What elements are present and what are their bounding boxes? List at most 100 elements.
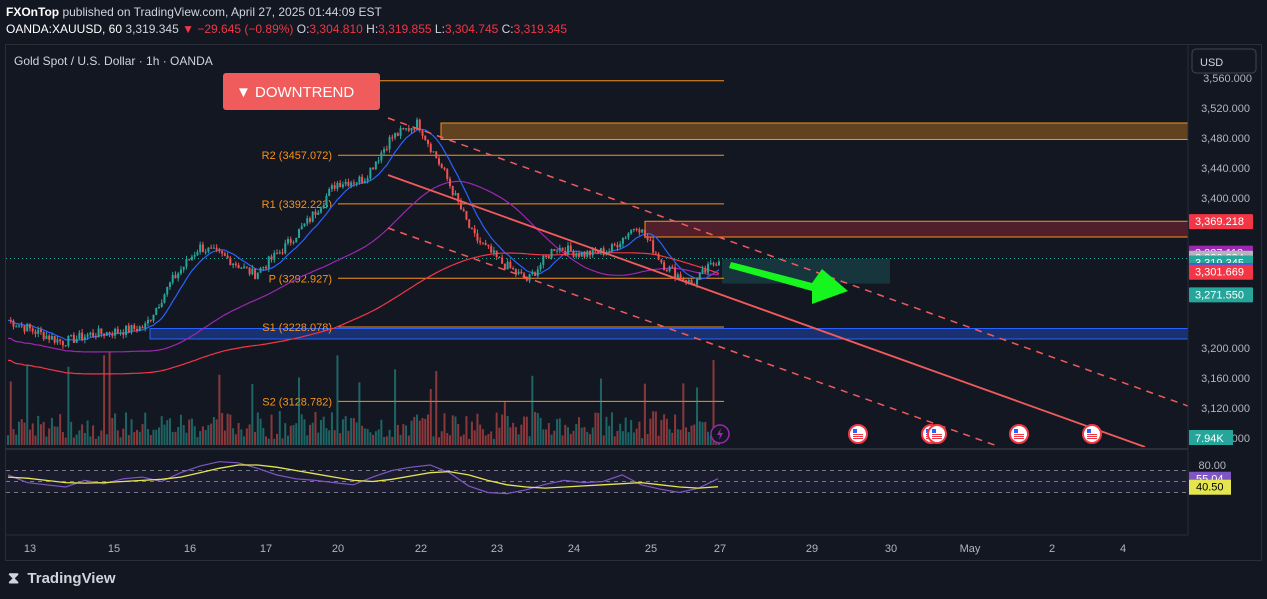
us-flag-event-icon[interactable] <box>1009 424 1029 444</box>
last-price: 3,319.345 <box>125 22 179 36</box>
volume-bar <box>630 420 633 445</box>
candle-body <box>221 251 224 254</box>
candle-body <box>495 250 498 257</box>
candle-body <box>484 242 487 245</box>
volume-bar <box>199 431 202 445</box>
candle-body <box>26 324 29 332</box>
volume-bar <box>520 424 523 445</box>
volume-bar <box>413 416 416 445</box>
lightning-event-icon[interactable] <box>710 424 730 444</box>
volume-bar <box>621 431 624 445</box>
zone-resistance <box>440 122 1188 140</box>
downtrend-label[interactable]: ▼ DOWNTREND <box>223 73 380 110</box>
volume-bar <box>536 412 539 445</box>
volume-bar <box>372 434 375 445</box>
volume-bar <box>105 434 108 445</box>
volume-bar <box>506 415 509 445</box>
candle-body <box>81 332 84 340</box>
volume-bar <box>605 416 608 445</box>
us-flag-event-icon[interactable] <box>1082 424 1102 444</box>
us-flag-event-icon[interactable] <box>927 424 947 444</box>
projection-arrow <box>729 262 848 304</box>
candle-body <box>193 255 196 257</box>
axis-price-tag[interactable]: 3,271.550 <box>1189 287 1253 303</box>
volume-bar <box>698 421 701 445</box>
price-tick-label: 000 <box>1232 433 1250 445</box>
volume-bar <box>369 432 372 445</box>
candle-body <box>523 273 526 279</box>
candle-body <box>440 164 443 168</box>
volume-bar <box>588 434 591 445</box>
candle-body <box>28 324 31 329</box>
volume-bar <box>687 432 690 445</box>
volume-bar <box>448 435 451 445</box>
chart-frame <box>5 44 1262 561</box>
symbol-label[interactable]: OANDA:XAUUSD, 60 <box>6 22 123 36</box>
candle-body <box>344 181 347 185</box>
currency-button-label: USD <box>1200 57 1223 69</box>
candle-body <box>347 181 350 186</box>
candle-body <box>481 242 484 244</box>
rsi-ma-tag[interactable]: 40.50 <box>1189 479 1231 495</box>
flag-canton <box>853 429 857 433</box>
volume-bar <box>550 434 553 445</box>
volume-bar <box>638 421 641 445</box>
candle-body <box>289 239 292 243</box>
candle-body <box>226 255 229 258</box>
volume-bar <box>103 355 106 445</box>
candle-body <box>652 240 655 253</box>
volume-bar <box>212 416 215 445</box>
volume-bar <box>300 414 303 445</box>
volume-bar <box>144 412 147 445</box>
flag-stripe <box>853 434 863 435</box>
candle-body <box>108 332 111 335</box>
author-name[interactable]: FXOnTop <box>6 5 60 19</box>
volume-bar <box>339 433 342 445</box>
volume-bar <box>171 431 174 445</box>
candle-body <box>528 274 531 281</box>
candle-body <box>86 334 89 337</box>
axis-price-tag[interactable]: 3,369.218 <box>1189 214 1253 230</box>
volume-bar <box>446 433 449 445</box>
candle-body <box>572 250 575 257</box>
candle-body <box>366 178 369 181</box>
volume-bar <box>660 420 663 445</box>
volume-bar <box>654 411 657 445</box>
axis-price-tag[interactable]: 3,301.669 <box>1189 264 1253 280</box>
candle-body <box>130 325 133 333</box>
zone-support <box>149 328 1188 340</box>
currency-button[interactable]: USD <box>1191 48 1257 74</box>
price-tick-label: 3,400.000 <box>1201 193 1250 205</box>
price-tick-label: 3,120.000 <box>1201 403 1250 415</box>
time-tick-label: 24 <box>568 543 580 555</box>
us-flag-event-icon[interactable] <box>848 424 868 444</box>
volume-bar <box>177 426 180 445</box>
candle-body <box>17 325 20 327</box>
tradingview-footer[interactable]: ⧗ TradingView <box>8 570 116 588</box>
candle-body <box>204 251 207 253</box>
volume-bar <box>278 411 281 445</box>
volume-bar <box>174 431 177 445</box>
volume-tag-bg <box>1189 430 1233 445</box>
volume-bar <box>479 424 482 445</box>
candle-body <box>182 266 185 270</box>
volume-bar <box>72 437 75 445</box>
candle-body <box>179 269 182 274</box>
volume-bar <box>287 435 290 445</box>
volume-bar <box>523 416 526 445</box>
candle-body <box>270 256 273 260</box>
volume-bar <box>652 411 655 445</box>
volume-bar <box>632 432 635 445</box>
candle-body <box>506 261 509 270</box>
volume-bar <box>358 382 361 445</box>
candle-body <box>292 242 295 244</box>
volume-tag[interactable]: 7.94K <box>1189 430 1233 445</box>
flag-stripe <box>1087 434 1097 435</box>
candle-body <box>53 336 56 343</box>
flag-stripe <box>1014 436 1024 437</box>
volume-bar <box>147 429 150 445</box>
candle-body <box>402 128 405 130</box>
volume-bar <box>248 424 251 445</box>
volume-bar <box>599 378 602 445</box>
